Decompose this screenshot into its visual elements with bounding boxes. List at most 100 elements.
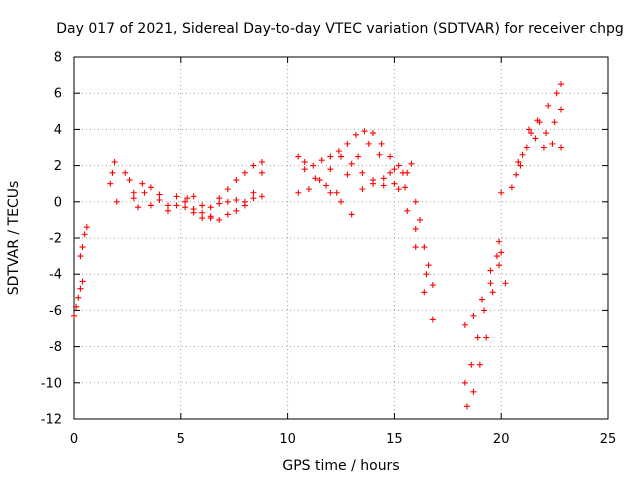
- data-point: [425, 262, 432, 269]
- data-point: [327, 153, 334, 160]
- data-point: [173, 193, 180, 200]
- data-point: [139, 180, 146, 187]
- y-tick-label: -2: [49, 232, 62, 247]
- data-points: [71, 81, 565, 410]
- x-tick-label: 15: [386, 432, 403, 447]
- series-arc-13: [461, 238, 505, 328]
- data-point: [461, 379, 468, 386]
- data-point: [493, 253, 500, 260]
- data-point: [395, 162, 402, 169]
- data-point: [481, 307, 488, 314]
- data-point: [412, 225, 419, 232]
- data-point: [478, 296, 485, 303]
- data-point: [233, 177, 240, 184]
- x-tick-label: 5: [177, 432, 185, 447]
- data-point: [498, 249, 505, 256]
- data-point: [476, 361, 483, 368]
- data-point: [365, 140, 372, 147]
- y-tick-label: -12: [41, 413, 62, 428]
- data-point: [305, 186, 312, 193]
- data-point: [318, 157, 325, 164]
- data-point: [258, 193, 265, 200]
- data-point: [545, 102, 552, 109]
- data-point: [130, 195, 137, 202]
- data-point: [461, 321, 468, 328]
- data-point: [316, 177, 323, 184]
- data-point: [250, 162, 257, 169]
- data-point: [135, 204, 142, 211]
- y-tick-label: -6: [49, 304, 62, 319]
- y-axis-label: SDTVAR / TECUs: [6, 181, 22, 296]
- data-point: [233, 196, 240, 203]
- data-point: [216, 216, 223, 223]
- series-arc-6: [184, 169, 265, 223]
- data-point: [295, 153, 302, 160]
- y-tick-label: 4: [54, 123, 62, 138]
- data-point: [301, 166, 308, 173]
- data-point: [523, 144, 530, 151]
- series-arc-3: [107, 158, 120, 205]
- data-point: [378, 140, 385, 147]
- data-point: [348, 211, 355, 218]
- data-point: [553, 90, 560, 97]
- data-point: [534, 117, 541, 124]
- data-point: [109, 169, 116, 176]
- data-point: [543, 130, 550, 137]
- data-point: [412, 244, 419, 251]
- data-point: [515, 158, 522, 165]
- data-point: [344, 140, 351, 147]
- data-point: [141, 189, 148, 196]
- data-point: [77, 253, 84, 260]
- data-point: [421, 289, 428, 296]
- data-point: [79, 244, 86, 251]
- data-point: [525, 126, 532, 133]
- data-point: [233, 207, 240, 214]
- series-arc-11: [461, 189, 505, 386]
- y-tick-label: 2: [54, 159, 62, 174]
- data-point: [380, 182, 387, 189]
- data-point: [173, 202, 180, 209]
- data-point: [164, 207, 171, 214]
- data-point: [558, 144, 565, 151]
- data-point: [549, 140, 556, 147]
- data-point: [199, 202, 206, 209]
- data-point: [327, 166, 334, 173]
- chart-title: Day 017 of 2021, Sidereal Day-to-day VTE…: [56, 21, 624, 37]
- axis-ticks: [73, 56, 609, 420]
- data-point: [250, 195, 257, 202]
- series-arc-2: [77, 224, 90, 260]
- x-tick-label: 10: [279, 432, 296, 447]
- y-tick-label: -4: [49, 268, 62, 283]
- data-point: [487, 267, 494, 274]
- data-point: [79, 278, 86, 285]
- data-point: [487, 280, 494, 287]
- data-point: [156, 191, 163, 198]
- data-point: [391, 166, 398, 173]
- data-point: [532, 135, 539, 142]
- series-arc-10: [327, 166, 430, 278]
- data-point: [423, 271, 430, 278]
- data-point: [241, 169, 248, 176]
- data-point: [387, 153, 394, 160]
- data-point: [513, 171, 520, 178]
- x-tick-label: 20: [493, 432, 510, 447]
- y-tick-label: -8: [49, 340, 62, 355]
- data-point: [207, 204, 214, 211]
- data-point: [483, 334, 490, 341]
- y-tick-label: -10: [41, 376, 62, 391]
- data-point: [352, 131, 359, 138]
- data-point: [147, 184, 154, 191]
- data-point: [190, 209, 197, 216]
- data-point: [147, 202, 154, 209]
- data-point: [113, 198, 120, 205]
- data-point: [130, 189, 137, 196]
- data-point: [224, 211, 231, 218]
- series-arc-12: [464, 262, 509, 410]
- data-point: [164, 202, 171, 209]
- data-point: [338, 153, 344, 160]
- data-point: [199, 215, 206, 222]
- data-point: [370, 180, 377, 187]
- data-point: [508, 184, 515, 191]
- data-point: [207, 215, 214, 222]
- series-arc-16: [508, 106, 565, 191]
